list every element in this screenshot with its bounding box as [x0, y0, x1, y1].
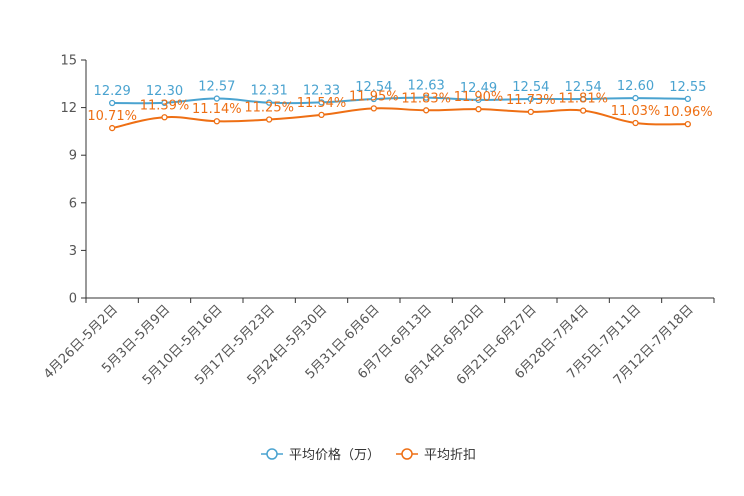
series-1-point: [213, 95, 220, 102]
y-tick-label: 9: [69, 149, 77, 164]
series-1-data-label: 12.33: [303, 83, 340, 98]
series-line-2: [111, 107, 688, 130]
series-1-data-label: 12.54: [565, 80, 602, 95]
series-1-point: [370, 95, 377, 103]
series-2-data-label: 11.39%: [140, 98, 190, 113]
series-2-data-label: 11.83%: [401, 91, 451, 106]
series-2-data-label: 11.25%: [244, 101, 294, 116]
y-tick-label: 3: [69, 244, 77, 259]
series-2-point: [318, 111, 325, 119]
series-2-data-label: 11.81%: [558, 92, 608, 107]
series-1-point: [423, 94, 430, 101]
y-tick-label: 12: [60, 101, 77, 116]
series-1-point: [475, 96, 482, 103]
series-1-data-label: 12.60: [617, 79, 654, 94]
series-2-data-label: 11.73%: [506, 93, 556, 108]
legend-label-2: 平均折扣: [424, 448, 476, 463]
series-1-point: [684, 95, 691, 103]
series-2-point: [370, 105, 377, 112]
series-2-point: [475, 106, 482, 113]
series-1-point: [318, 99, 325, 106]
series-1-data-label: 12.55: [669, 80, 706, 95]
series-2-data-label: 11.54%: [297, 96, 347, 111]
series-1-data-label: 12.30: [146, 84, 183, 99]
series-2-data-label: 11.90%: [454, 90, 504, 105]
series-2-point: [109, 124, 116, 132]
series-1-point: [632, 94, 639, 102]
series-2-point: [632, 119, 639, 127]
series-2-point: [161, 114, 168, 121]
y-tick-label: 15: [60, 54, 77, 69]
series-1-data-label: 12.31: [251, 84, 288, 99]
series-1-data-label: 12.57: [198, 80, 235, 95]
legend-marker-circle: [266, 448, 278, 460]
legend-marker-circle: [401, 448, 413, 460]
series-1-point: [161, 99, 168, 106]
series-1-data-label: 12.54: [355, 80, 392, 95]
series-2-point: [527, 108, 534, 116]
series-2-data-label: 11.03%: [611, 104, 661, 119]
series-2-data-label: 10.71%: [87, 109, 137, 124]
y-tick-label: 6: [69, 196, 77, 211]
series-1-point: [580, 95, 587, 103]
series-2-data-label: 11.95%: [349, 89, 399, 104]
series-2-data-label: 10.96%: [663, 105, 713, 120]
y-tick-label: 0: [69, 292, 77, 307]
series-1-data-label: 12.63: [408, 79, 445, 94]
series-1-point: [109, 99, 116, 107]
series-1-data-label: 12.29: [94, 84, 131, 99]
series-line-1: [112, 96, 688, 105]
series-2-point: [423, 107, 430, 114]
series-2-point: [213, 118, 220, 125]
series-2-point: [266, 116, 273, 123]
series-2-data-label: 11.14%: [192, 102, 242, 117]
series-1-point: [527, 95, 534, 103]
series-1-data-label: 12.54: [512, 80, 549, 95]
series-2-point: [684, 120, 691, 128]
legend-label-1: 平均价格（万）: [289, 447, 380, 463]
series-1-data-label: 12.49: [460, 81, 497, 96]
series-1-point: [266, 99, 273, 106]
series-2-point: [580, 107, 587, 114]
